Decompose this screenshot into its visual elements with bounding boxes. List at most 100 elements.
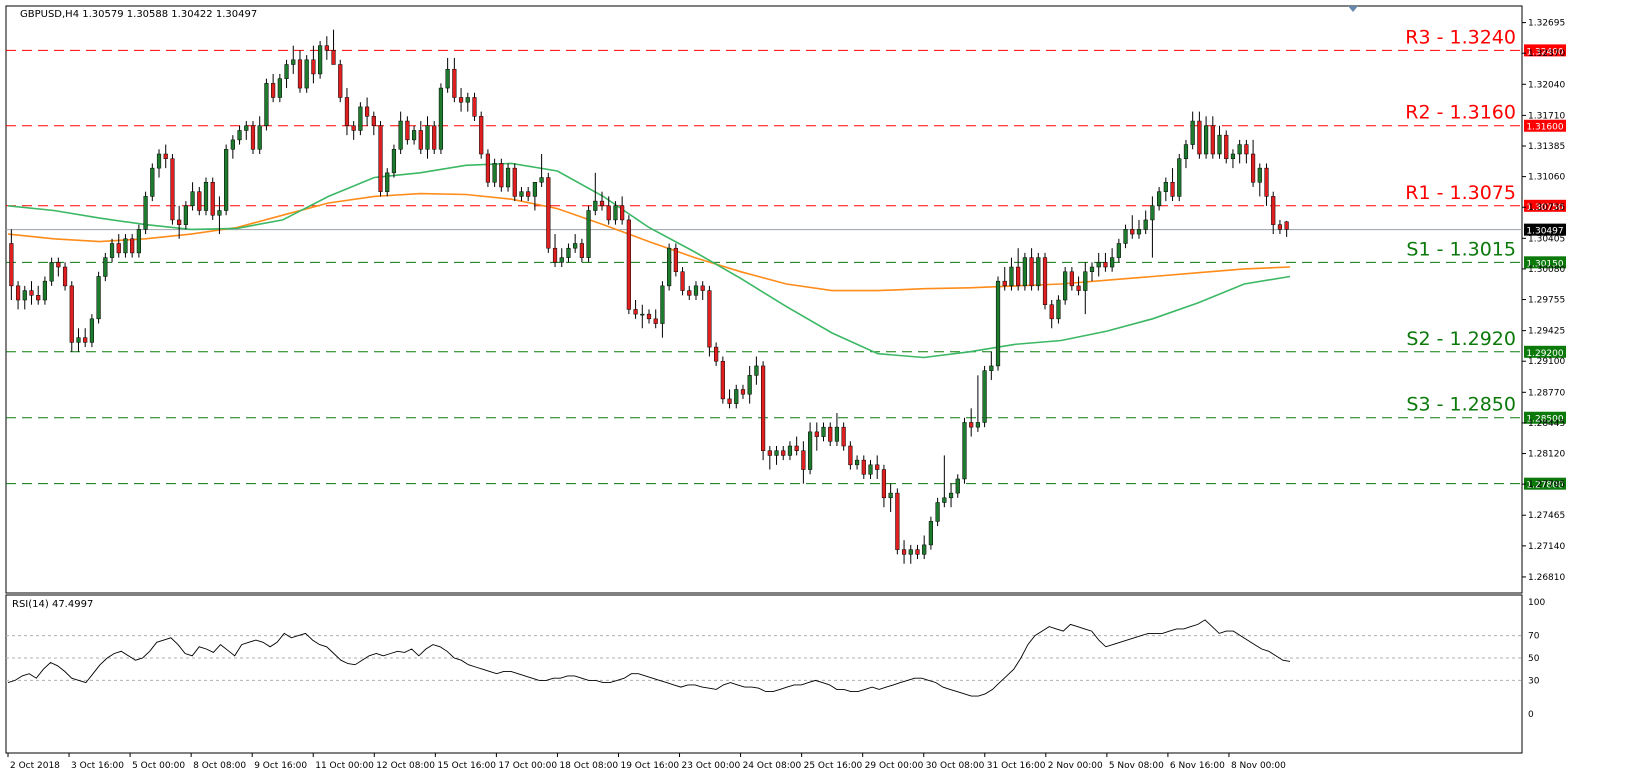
candle (96, 271, 101, 324)
level-badge-s4: 1.27800 (1526, 481, 1563, 491)
level-label-s3: S3 - 1.2850 (1406, 394, 1516, 416)
candle (190, 182, 195, 211)
price-tick-label: 1.27795 (1528, 480, 1565, 490)
candle (425, 116, 430, 159)
candle (143, 191, 148, 235)
candle (1190, 111, 1195, 150)
level-badge-bg-s1 (1524, 256, 1566, 269)
candle (653, 309, 658, 329)
candle (69, 281, 74, 352)
candle (841, 422, 846, 451)
level-badge-s1: 1.30150 (1526, 259, 1563, 269)
candle (103, 252, 108, 282)
candle (398, 111, 403, 154)
candle (1157, 186, 1162, 211)
candle (995, 276, 1001, 371)
candle (667, 243, 672, 291)
candle (364, 97, 370, 126)
candle (895, 488, 900, 555)
candle (499, 158, 504, 192)
candle (378, 121, 383, 197)
candle (1150, 196, 1155, 258)
candle (539, 154, 544, 187)
candle (761, 361, 766, 461)
candle (344, 88, 350, 136)
levels-layer: R3 - 1.3240 1.32400 R2 - 1.3160 1.31600 R1 -… (6, 26, 1566, 491)
time-tick-label: 8 Nov 00:00 (1231, 761, 1286, 771)
candle (264, 78, 269, 131)
price-tick-label: 1.28120 (1528, 450, 1565, 460)
candle (606, 196, 611, 225)
candle (794, 436, 799, 456)
time-tick-label: 24 Oct 08:00 (743, 761, 802, 771)
time-tick-label: 18 Oct 08:00 (559, 761, 618, 771)
candle (579, 238, 584, 263)
candle (1170, 168, 1175, 202)
candle (901, 540, 907, 564)
candle (1136, 219, 1142, 239)
candle (955, 474, 960, 498)
time-tick-label: 2 Oct 2018 (10, 761, 60, 771)
candle (9, 229, 14, 300)
candle (411, 125, 417, 145)
candle (613, 201, 618, 225)
time-tick-label: 23 Oct 00:00 (682, 761, 741, 771)
price-tick-label: 1.31060 (1528, 173, 1565, 183)
candle (1210, 116, 1215, 159)
candle (237, 125, 242, 145)
candle (714, 342, 719, 366)
candle (1002, 267, 1007, 291)
candle (385, 168, 390, 197)
price-tick-label: 1.28445 (1528, 419, 1565, 429)
candle (962, 417, 967, 484)
candle (573, 234, 578, 253)
candle (217, 196, 222, 235)
price-tick-label: 1.30080 (1528, 265, 1565, 275)
candle (297, 50, 303, 93)
level-badge-s2: 1.29200 (1526, 349, 1563, 359)
time-tick-label: 15 Oct 16:00 (437, 761, 496, 771)
candle (445, 57, 450, 93)
candle (660, 281, 665, 338)
candle (1277, 219, 1283, 235)
candle (1116, 238, 1121, 263)
candle (358, 102, 363, 136)
axis-layer: 1.32695 1.32370 1.32040 1.31710 1.31385 1.310… (7, 19, 1565, 771)
candle (331, 29, 336, 65)
price-tick-label: 1.32370 (1528, 49, 1565, 59)
candle (83, 328, 88, 348)
candle (1217, 125, 1222, 159)
time-tick-label: 5 Nov 08:00 (1109, 761, 1164, 771)
time-tick-label: 19 Oct 16:00 (620, 761, 679, 771)
shift-marker-icon[interactable] (1348, 6, 1358, 12)
candle (505, 163, 511, 192)
level-badge-bg-r2 (1524, 119, 1566, 132)
candle (989, 351, 994, 381)
candle (438, 83, 444, 154)
candle (62, 262, 68, 291)
level-badge-bg-r1 (1524, 199, 1566, 212)
candle (244, 121, 249, 140)
candle (814, 422, 819, 451)
candle (559, 248, 564, 268)
candle (36, 285, 41, 305)
main-panel-frame (5, 5, 1523, 594)
candle (1022, 252, 1027, 291)
candle (935, 497, 940, 527)
candle (22, 285, 27, 310)
candle (479, 111, 484, 159)
level-badge-bg-s3 (1524, 411, 1566, 424)
time-tick-label: 3 Oct 16:00 (71, 761, 124, 771)
candle (707, 285, 712, 357)
candle (646, 309, 652, 324)
candle (633, 300, 638, 319)
candle (1183, 139, 1189, 169)
candle (277, 73, 282, 103)
candle (1110, 248, 1115, 272)
price-tick-label: 1.32040 (1528, 80, 1565, 90)
candle (324, 36, 329, 60)
candle (948, 483, 954, 508)
candle (915, 544, 920, 560)
level-badge-bg-s2 (1524, 345, 1566, 358)
